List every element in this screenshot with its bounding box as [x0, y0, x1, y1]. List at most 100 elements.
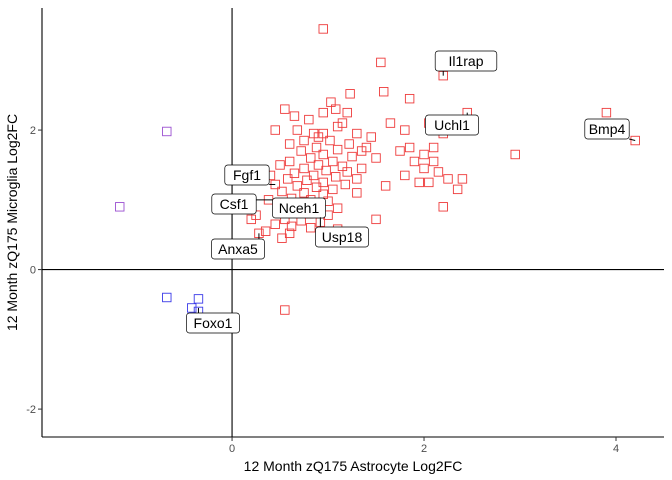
data-point — [331, 172, 341, 182]
gene-label: Bmp4 — [584, 118, 636, 142]
data-point — [414, 177, 424, 188]
label-text: Il1rap — [448, 53, 483, 69]
label-box — [224, 164, 270, 186]
data-point — [376, 57, 386, 68]
data-point — [328, 156, 338, 167]
data-point — [424, 177, 434, 188]
data-point — [352, 188, 362, 198]
data-point — [246, 214, 256, 225]
data-point — [332, 121, 343, 132]
data-point — [193, 294, 204, 304]
data-point — [409, 156, 420, 167]
data-point — [308, 170, 319, 181]
data-point — [311, 142, 322, 153]
data-point — [270, 125, 280, 135]
data-point — [428, 142, 439, 153]
data-point — [283, 174, 293, 184]
data-point — [318, 177, 328, 188]
data-point — [443, 174, 453, 184]
data-point — [306, 153, 316, 163]
data-point — [340, 179, 351, 190]
y-tick-label: 0 — [30, 265, 36, 277]
data-point — [277, 186, 287, 197]
y-tick-label: -2 — [26, 404, 36, 416]
label-box — [315, 226, 369, 248]
data-point — [344, 139, 354, 149]
label-text: Csf1 — [220, 196, 249, 212]
data-point — [385, 118, 396, 128]
data-point — [404, 142, 415, 153]
data-point — [280, 305, 290, 315]
data-point — [302, 175, 312, 185]
x-axis-title: 12 Month zQ175 Astrocyte Log2FC — [244, 458, 463, 474]
data-point — [306, 223, 316, 233]
data-point — [400, 125, 410, 135]
label-box — [186, 312, 240, 334]
gene-label: Uchl1 — [425, 112, 479, 136]
label-text: Fgf1 — [233, 167, 261, 183]
data-point — [325, 135, 335, 146]
gene-label: Anxa5 — [211, 233, 265, 260]
zero-reference-lines — [42, 8, 664, 437]
data-point — [337, 118, 348, 128]
data-point — [419, 149, 429, 160]
data-point — [286, 221, 297, 232]
data-point — [395, 146, 405, 156]
data-point — [371, 153, 381, 163]
label-box — [584, 118, 630, 140]
data-point — [284, 228, 295, 239]
data-point — [366, 132, 376, 142]
data-point — [326, 97, 336, 107]
data-point — [342, 107, 352, 118]
x-tick-label: 4 — [613, 443, 619, 455]
data-point — [332, 203, 343, 213]
data-point — [299, 135, 309, 146]
data-point — [299, 188, 309, 198]
data-point — [331, 104, 341, 114]
data-point — [275, 160, 285, 170]
data-point — [452, 184, 463, 195]
data-points — [115, 24, 640, 317]
data-point — [457, 174, 468, 184]
data-point — [345, 89, 355, 99]
data-point — [419, 163, 429, 174]
data-point — [311, 182, 322, 192]
data-point — [380, 181, 391, 191]
data-point — [270, 219, 280, 229]
data-point — [352, 128, 362, 139]
axes: 0 2 4 -2 0 2 — [26, 8, 664, 455]
data-point — [280, 104, 290, 114]
data-point — [292, 125, 303, 135]
data-point — [428, 156, 439, 167]
data-point — [332, 144, 343, 155]
data-point — [162, 126, 172, 137]
data-point — [296, 146, 306, 156]
label-text: Nceh1 — [279, 200, 320, 216]
gene-label: Csf1 — [211, 193, 285, 215]
data-point — [433, 167, 444, 177]
data-point — [342, 167, 352, 177]
y-tick-label: 2 — [30, 125, 36, 137]
data-point — [318, 107, 328, 118]
x-tick-label: 2 — [421, 443, 427, 455]
data-point — [337, 161, 348, 172]
label-text: Uchl1 — [434, 117, 470, 133]
data-point — [289, 111, 300, 121]
label-box — [211, 238, 265, 260]
data-point — [400, 170, 410, 181]
data-point — [601, 107, 612, 118]
data-point — [630, 135, 640, 146]
data-point — [352, 174, 362, 184]
label-leader-line — [629, 138, 636, 142]
data-point — [356, 163, 367, 174]
data-point — [510, 149, 520, 160]
data-point — [304, 114, 314, 125]
data-point — [260, 226, 271, 236]
data-point — [318, 149, 328, 160]
label-box — [425, 114, 479, 136]
data-point — [284, 139, 295, 149]
data-point — [318, 24, 328, 34]
data-point — [313, 132, 324, 142]
